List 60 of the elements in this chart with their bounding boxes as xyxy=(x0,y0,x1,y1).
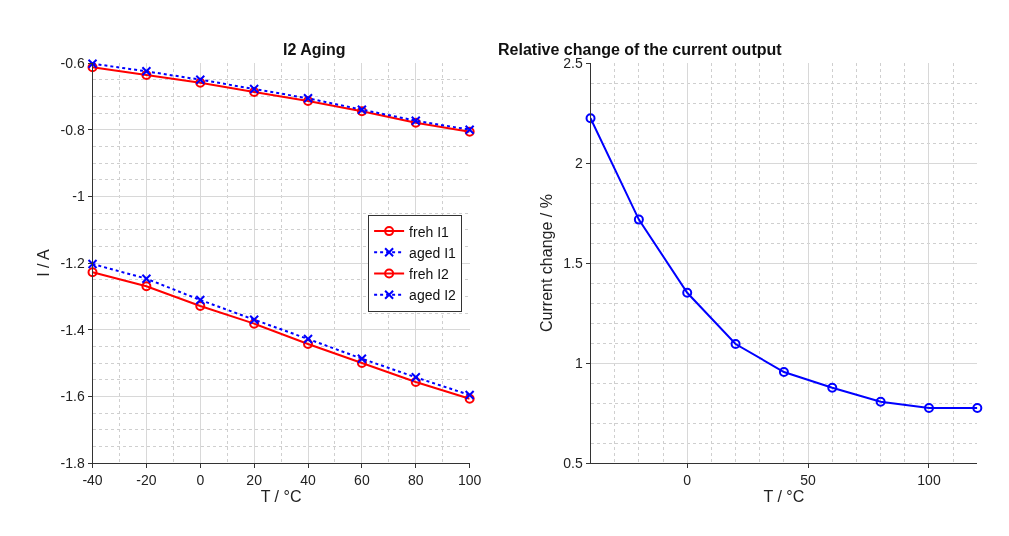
x-axis-title: T / °C xyxy=(260,488,302,506)
point xyxy=(195,301,206,311)
point xyxy=(827,382,838,393)
point xyxy=(87,58,98,69)
y-tick-label: -0.8 xyxy=(60,121,85,138)
y-tick-label: -1.4 xyxy=(60,321,85,338)
point xyxy=(356,353,367,364)
point xyxy=(633,214,644,225)
x-tick-label: 100 xyxy=(917,471,941,488)
point xyxy=(923,403,934,413)
point xyxy=(249,314,260,325)
x-axis-title: T / °C xyxy=(763,488,805,506)
point xyxy=(141,273,152,284)
point xyxy=(464,390,475,400)
point xyxy=(249,318,260,329)
y-tick-label: -1.8 xyxy=(60,454,85,471)
y-tick-label: -1 xyxy=(72,188,85,205)
y-axis-title: I / A xyxy=(35,248,53,277)
x-tick-label: 50 xyxy=(800,471,817,488)
x-tick-label: 20 xyxy=(246,471,263,488)
point xyxy=(730,339,741,349)
point xyxy=(356,358,367,368)
point xyxy=(87,259,98,269)
x-tick-label: 40 xyxy=(300,471,317,488)
x-tick-label: 0 xyxy=(683,471,692,488)
point xyxy=(303,339,314,349)
point xyxy=(195,295,206,305)
y-tick-label: 0.5 xyxy=(563,454,583,471)
x-tick-label: 60 xyxy=(354,471,370,488)
chart-title: I2 Aging xyxy=(283,41,346,58)
point xyxy=(87,62,98,73)
point xyxy=(141,70,152,80)
point xyxy=(875,396,886,407)
point xyxy=(410,372,421,383)
x-tick-label: 100 xyxy=(457,471,482,488)
x-tick-label: -20 xyxy=(136,471,157,488)
x-tick-label: 80 xyxy=(407,471,424,488)
y-tick-label: 1.5 xyxy=(563,254,583,271)
legend-label: freh I1 xyxy=(409,223,450,240)
y-axis-title: Current change / % xyxy=(538,194,556,332)
legend-label: aged I2 xyxy=(409,287,457,304)
legend-label: freh I2 xyxy=(409,265,450,282)
point xyxy=(303,334,314,344)
legend-label: aged I1 xyxy=(409,244,457,261)
point xyxy=(778,367,789,377)
y-tick-label: 2 xyxy=(574,154,583,171)
point xyxy=(141,281,152,292)
x-tick-label: -40 xyxy=(82,471,103,488)
point xyxy=(141,66,152,77)
y-tick-label: 1 xyxy=(574,354,583,371)
point xyxy=(682,287,693,298)
point xyxy=(87,267,98,278)
x-tick-label: 0 xyxy=(196,471,205,488)
point xyxy=(464,393,475,404)
point xyxy=(585,113,596,124)
point xyxy=(972,403,983,413)
y-tick-label: -1.2 xyxy=(60,254,85,271)
y-tick-label: -0.6 xyxy=(60,54,85,71)
y-tick-label: -1.6 xyxy=(60,388,85,405)
point xyxy=(410,377,421,387)
